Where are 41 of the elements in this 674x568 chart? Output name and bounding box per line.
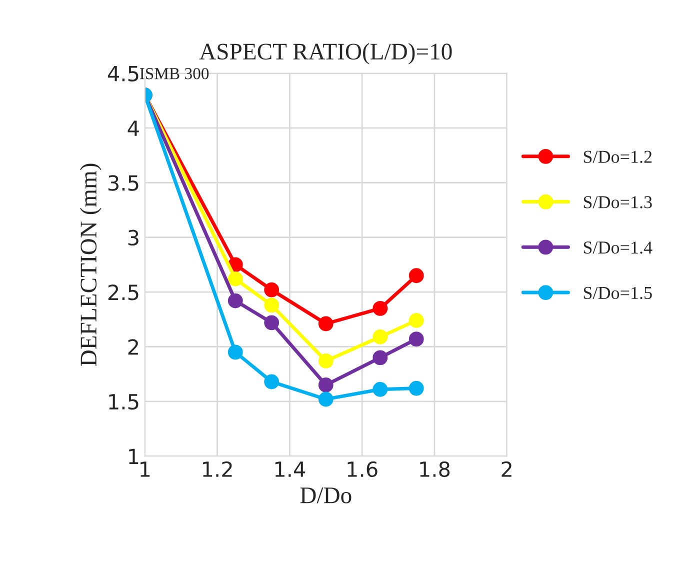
x-tick-label: 2 bbox=[502, 461, 512, 477]
point bbox=[408, 380, 424, 396]
x-tick-label: 1.6 bbox=[348, 461, 378, 478]
x-tick-label: 1 bbox=[140, 462, 150, 477]
y-tick-label: 4 bbox=[128, 120, 139, 136]
legend-label: S/Do=1.3 bbox=[584, 196, 652, 208]
point bbox=[264, 374, 280, 390]
point bbox=[408, 268, 424, 284]
y-tick-label: 1.5 bbox=[109, 394, 138, 410]
y-tick-label: 1 bbox=[129, 448, 138, 464]
point bbox=[372, 300, 388, 316]
point bbox=[408, 313, 424, 328]
x-tick-label: 1.2 bbox=[203, 461, 232, 477]
point bbox=[372, 329, 388, 344]
point bbox=[318, 378, 334, 392]
point bbox=[318, 316, 334, 332]
point bbox=[264, 315, 280, 330]
y-tick-label: 4.5 bbox=[108, 66, 138, 82]
y-axis-title: DEFLECTION (mm) bbox=[80, 164, 102, 366]
point bbox=[264, 298, 280, 313]
y-tick-label: 2.5 bbox=[108, 284, 138, 300]
y-tick-label: 3.5 bbox=[108, 175, 138, 191]
point bbox=[372, 382, 388, 397]
point bbox=[228, 293, 243, 308]
legend-label: S/Do=1.4 bbox=[584, 242, 652, 254]
annotation: ISMB 300 bbox=[140, 68, 209, 80]
legend-label: S/Do=1.2 bbox=[584, 150, 652, 163]
point bbox=[318, 353, 334, 368]
point bbox=[264, 282, 280, 298]
point bbox=[228, 271, 243, 286]
point bbox=[318, 392, 334, 407]
point bbox=[372, 350, 388, 366]
point bbox=[408, 332, 424, 347]
y-tick-label: 3 bbox=[128, 230, 138, 246]
y-tick-label: 2 bbox=[128, 339, 138, 355]
chart-title: ASPECT RATIO(L/D)=10 bbox=[199, 43, 452, 64]
x-axis-title: D/Do bbox=[300, 488, 352, 504]
x-tick-label: 1.8 bbox=[420, 461, 450, 478]
x-tick-label: 1.4 bbox=[275, 462, 306, 477]
point bbox=[228, 344, 243, 360]
legend-label: S/Do=1.5 bbox=[584, 286, 652, 300]
